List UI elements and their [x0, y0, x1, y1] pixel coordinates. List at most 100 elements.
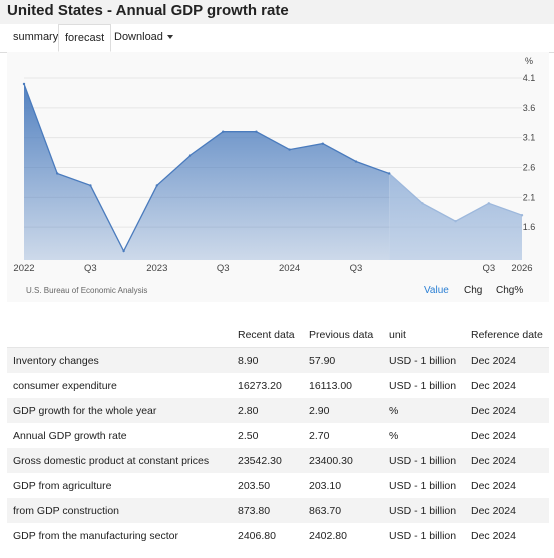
- data-point[interactable]: [155, 184, 158, 187]
- table-cell: USD - 1 billion: [389, 479, 457, 492]
- table-cell: 873.80: [232, 498, 303, 523]
- table-cell: Dec 2024: [465, 398, 549, 423]
- col-header-unit: unit: [383, 322, 465, 348]
- mode-chg-button[interactable]: Chg: [464, 285, 483, 296]
- y-tick-label: 3.6: [523, 103, 536, 113]
- data-point[interactable]: [487, 202, 490, 205]
- table-cell: 203.10: [309, 479, 342, 492]
- table-cell[interactable]: Inventory changes: [7, 347, 232, 373]
- table-row[interactable]: from GDP construction 873.80 863.70 USD - 1…: [7, 498, 549, 523]
- mode-chg-percent-button[interactable]: Chg%: [496, 285, 524, 296]
- tab-forecast[interactable]: forecast: [58, 24, 112, 52]
- chart-source: U.S. Bureau of Economic Analysis: [26, 286, 148, 295]
- chevron-down-icon: [166, 35, 173, 40]
- gdp-growth-chart: 1.62.12.63.13.64.1 2022 Q3 2023 Q3 2024 Q3 Q3 2…: [13, 56, 536, 274]
- data-point[interactable]: [454, 220, 457, 223]
- table-row[interactable]: consumer expenditure 16273.20 16113.00 USD …: [7, 373, 549, 398]
- table-cell: Dec 2024: [465, 448, 549, 473]
- x-tick-label: 2022: [13, 263, 34, 274]
- data-point[interactable]: [288, 148, 291, 151]
- table-cell: USD - 1 billion: [383, 448, 465, 473]
- y-tick-label: 1.6: [523, 222, 536, 232]
- table-cell: 57.90: [303, 347, 383, 373]
- table-cell[interactable]: consumer expenditure: [13, 379, 117, 392]
- col-header-previous: Previous data: [303, 322, 383, 348]
- table-cell: Dec 2024: [471, 429, 516, 442]
- table-row[interactable]: GDP from the manufacturing sector 2406.80…: [7, 523, 549, 548]
- table-cell: USD - 1 billion: [383, 347, 465, 373]
- data-point[interactable]: [255, 130, 258, 133]
- table-row[interactable]: Annual GDP growth rate 2.50 2.70% Dec 2024: [7, 423, 549, 448]
- page-title: United States - Annual GDP growth rate: [7, 2, 289, 19]
- table-cell: 203.50: [238, 479, 271, 492]
- table-cell: 2.50: [238, 429, 259, 442]
- indicators-table: Recent data Previous data unit Reference…: [7, 322, 549, 548]
- y-tick-label: 4.1: [523, 73, 536, 83]
- table-cell: Dec 2024: [471, 529, 516, 542]
- table-cell[interactable]: GDP from the manufacturing sector: [13, 529, 178, 542]
- y-tick-label: 2.6: [523, 163, 536, 173]
- table-cell: 8.90: [232, 347, 303, 373]
- table-row[interactable]: GDP growth for the whole year 2.80 2.90% De…: [7, 398, 549, 423]
- actual-series-line: [23, 83, 390, 253]
- chart-areas: [24, 84, 522, 260]
- table-cell: USD - 1 billion: [389, 529, 457, 542]
- table-cell: 23542.30: [232, 448, 303, 473]
- table-cell: 2406.80: [238, 529, 276, 542]
- col-header-name: [7, 322, 232, 348]
- data-point[interactable]: [89, 184, 92, 187]
- y-axis-ticks: 1.6 2.1 2.6 3.1 3.6 4.1: [523, 73, 536, 232]
- table-row[interactable]: Gross domestic product at constant price…: [7, 448, 549, 473]
- y-axis-unit: %: [525, 56, 533, 66]
- table-cell[interactable]: Gross domestic product at constant price…: [7, 448, 232, 473]
- data-point[interactable]: [354, 160, 358, 163]
- title-bar: United States - Annual GDP growth rate: [0, 0, 554, 24]
- x-tick-label: Q3: [482, 263, 495, 274]
- table-cell[interactable]: GDP growth for the whole year: [7, 398, 232, 423]
- table-cell: %: [389, 429, 399, 442]
- table-cell[interactable]: Annual GDP growth rate: [13, 429, 127, 442]
- table-cell: 16273.20: [238, 379, 282, 392]
- table-cell: Dec 2024: [471, 479, 516, 492]
- table-cell: Dec 2024: [465, 498, 549, 523]
- table-cell: 2.90: [303, 398, 383, 423]
- x-tick-label: Q3: [350, 263, 363, 274]
- data-point[interactable]: [421, 202, 424, 205]
- table-cell: Dec 2024: [465, 347, 549, 373]
- tab-bar: summary forecast Download: [0, 24, 554, 53]
- x-tick-label: 2026: [511, 263, 532, 274]
- table-cell[interactable]: from GDP construction: [7, 498, 232, 523]
- table-cell: 2.70: [309, 429, 330, 442]
- data-point[interactable]: [222, 130, 225, 133]
- actual-area: [24, 84, 390, 260]
- table-cell: USD - 1 billion: [383, 498, 465, 523]
- chart-panel: 1.6 2.1 2.6 3.1 3.6 4.1 2022 Q3 2023 Q3 2024 Q3 Q3 2…: [7, 52, 549, 302]
- table-row[interactable]: GDP from agriculture 203.50 203.10 USD - 1 …: [7, 473, 549, 498]
- table-header-row: Recent data Previous data unit Reference…: [7, 322, 549, 348]
- data-point[interactable]: [321, 142, 324, 145]
- download-dropdown[interactable]: Download: [108, 24, 179, 52]
- table-cell: 2.80: [232, 398, 303, 423]
- x-tick-label: Q3: [217, 263, 230, 274]
- data-point[interactable]: [122, 249, 125, 253]
- table-row[interactable]: Inventory changes 8.90 57.90 USD - 1 billio…: [7, 347, 549, 373]
- mode-value-button[interactable]: Value: [424, 285, 449, 296]
- x-axis-ticks: 2022 Q3 2023 Q3 2024 Q3 Q3 2026: [13, 263, 532, 274]
- y-tick-label: 3.1: [523, 133, 536, 143]
- table-cell: 16113.00: [309, 379, 353, 392]
- table-cell[interactable]: GDP from agriculture: [13, 479, 112, 492]
- col-header-reference-date: Reference date: [465, 322, 549, 348]
- data-point[interactable]: [520, 214, 524, 217]
- table-cell: USD - 1 billion: [389, 379, 457, 392]
- x-tick-label: 2024: [279, 263, 300, 274]
- data-point[interactable]: [188, 154, 192, 157]
- data-point[interactable]: [22, 82, 26, 86]
- table-cell: 863.70: [303, 498, 383, 523]
- x-tick-label: 2023: [146, 263, 167, 274]
- data-point[interactable]: [388, 172, 391, 175]
- table-cell: 23400.30: [303, 448, 383, 473]
- data-point[interactable]: [56, 172, 59, 175]
- col-header-recent: Recent data: [232, 322, 303, 348]
- tab-summary[interactable]: summary: [13, 31, 59, 43]
- y-tick-label: 2.1: [523, 192, 536, 202]
